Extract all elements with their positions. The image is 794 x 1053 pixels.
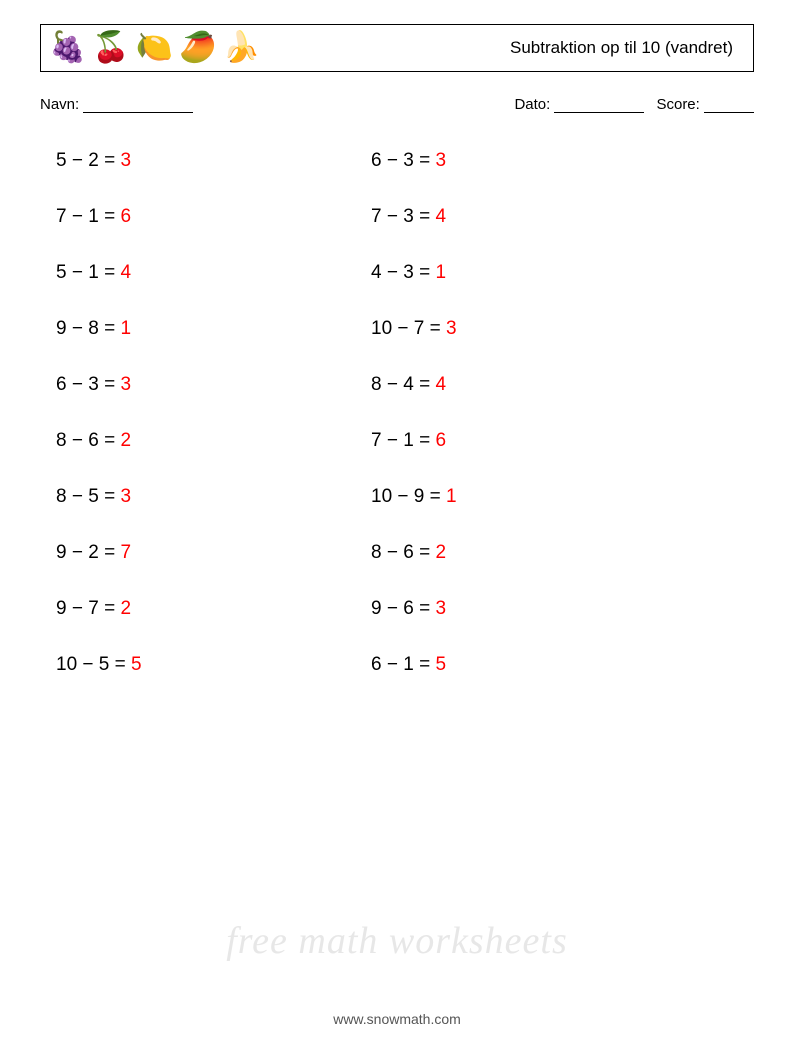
problem-answer: 3 bbox=[435, 598, 446, 619]
problem-answer: 3 bbox=[446, 318, 457, 339]
problem-expression: 7 − 1 = bbox=[56, 206, 120, 227]
problem: 8 − 4 = 4 bbox=[371, 374, 686, 396]
worksheet-page: 🍇 🍒 🍋 🥭 🍌 Subtraktion op til 10 (vandret… bbox=[0, 0, 794, 1053]
problem: 7 − 1 = 6 bbox=[371, 430, 686, 452]
problem: 8 − 6 = 2 bbox=[371, 542, 686, 564]
problem-answer: 5 bbox=[435, 654, 446, 675]
footer-url: www.snowmath.com bbox=[0, 1011, 794, 1027]
date-field: Dato: bbox=[514, 96, 644, 113]
problem: 5 − 1 = 4 bbox=[56, 262, 371, 284]
problem-answer: 7 bbox=[120, 542, 131, 563]
problem-expression: 4 − 3 = bbox=[371, 262, 435, 283]
problem: 9 − 7 = 2 bbox=[56, 598, 371, 620]
worksheet-title: Subtraktion op til 10 (vandret) bbox=[510, 38, 733, 58]
date-blank[interactable] bbox=[554, 98, 644, 113]
fruit-icon: 🥭 bbox=[179, 33, 216, 63]
problem-expression: 8 − 6 = bbox=[56, 430, 120, 451]
problem: 7 − 1 = 6 bbox=[56, 206, 371, 228]
problem-answer: 3 bbox=[435, 150, 446, 171]
problem-expression: 10 − 7 = bbox=[371, 318, 446, 339]
meta-row: Navn: Dato: Score: bbox=[40, 96, 754, 113]
problem: 5 − 2 = 3 bbox=[56, 150, 371, 172]
date-label: Dato: bbox=[514, 96, 550, 113]
problem-answer: 2 bbox=[120, 430, 131, 451]
problem-answer: 1 bbox=[446, 486, 457, 507]
problem-expression: 8 − 4 = bbox=[371, 374, 435, 395]
problem-answer: 6 bbox=[435, 430, 446, 451]
watermark-text: free math worksheets bbox=[0, 919, 794, 963]
fruit-icon: 🍒 bbox=[92, 33, 129, 63]
name-blank[interactable] bbox=[83, 98, 193, 113]
problem: 4 − 3 = 1 bbox=[371, 262, 686, 284]
problem-expression: 6 − 3 = bbox=[371, 150, 435, 171]
problem-expression: 6 − 1 = bbox=[371, 654, 435, 675]
problem-expression: 6 − 3 = bbox=[56, 374, 120, 395]
problem: 7 − 3 = 4 bbox=[371, 206, 686, 228]
name-field: Navn: bbox=[40, 96, 193, 113]
problem-answer: 2 bbox=[120, 598, 131, 619]
problem: 10 − 7 = 3 bbox=[371, 318, 686, 340]
problem-expression: 9 − 2 = bbox=[56, 542, 120, 563]
problem-answer: 6 bbox=[120, 206, 131, 227]
problem-answer: 1 bbox=[435, 262, 446, 283]
problem-expression: 8 − 5 = bbox=[56, 486, 120, 507]
problem: 9 − 8 = 1 bbox=[56, 318, 371, 340]
score-blank[interactable] bbox=[704, 98, 754, 113]
problem-expression: 10 − 9 = bbox=[371, 486, 446, 507]
problem-expression: 7 − 1 = bbox=[371, 430, 435, 451]
problem-answer: 5 bbox=[131, 654, 142, 675]
problem-answer: 4 bbox=[120, 262, 131, 283]
problem-answer: 2 bbox=[435, 542, 446, 563]
problem-answer: 4 bbox=[435, 374, 446, 395]
problem-expression: 10 − 5 = bbox=[56, 654, 131, 675]
problem-expression: 9 − 6 = bbox=[371, 598, 435, 619]
problem-answer: 3 bbox=[120, 486, 131, 507]
problems-grid: 5 − 2 = 36 − 3 = 37 − 1 = 67 − 3 = 45 − … bbox=[56, 150, 686, 676]
header-box: 🍇 🍒 🍋 🥭 🍌 Subtraktion op til 10 (vandret… bbox=[40, 24, 754, 72]
problem: 8 − 5 = 3 bbox=[56, 486, 371, 508]
problem-expression: 9 − 7 = bbox=[56, 598, 120, 619]
problem-expression: 7 − 3 = bbox=[371, 206, 435, 227]
fruit-icon: 🍋 bbox=[136, 33, 173, 63]
problem: 9 − 6 = 3 bbox=[371, 598, 686, 620]
problem-answer: 4 bbox=[435, 206, 446, 227]
fruit-icon: 🍌 bbox=[222, 33, 259, 63]
problem: 8 − 6 = 2 bbox=[56, 430, 371, 452]
problem: 10 − 9 = 1 bbox=[371, 486, 686, 508]
fruit-row: 🍇 🍒 🍋 🥭 🍌 bbox=[41, 33, 260, 63]
problem-answer: 3 bbox=[120, 374, 131, 395]
problem-expression: 9 − 8 = bbox=[56, 318, 120, 339]
problem-answer: 1 bbox=[120, 318, 131, 339]
problem: 6 − 3 = 3 bbox=[371, 150, 686, 172]
problem-expression: 5 − 2 = bbox=[56, 150, 120, 171]
problem: 6 − 3 = 3 bbox=[56, 374, 371, 396]
name-label: Navn: bbox=[40, 96, 79, 113]
score-label: Score: bbox=[656, 96, 699, 113]
problem: 9 − 2 = 7 bbox=[56, 542, 371, 564]
problem-answer: 3 bbox=[120, 150, 131, 171]
problem-expression: 5 − 1 = bbox=[56, 262, 120, 283]
fruit-icon: 🍇 bbox=[49, 33, 86, 63]
score-field: Score: bbox=[656, 96, 754, 113]
problem: 6 − 1 = 5 bbox=[371, 654, 686, 676]
problem-expression: 8 − 6 = bbox=[371, 542, 435, 563]
problem: 10 − 5 = 5 bbox=[56, 654, 371, 676]
